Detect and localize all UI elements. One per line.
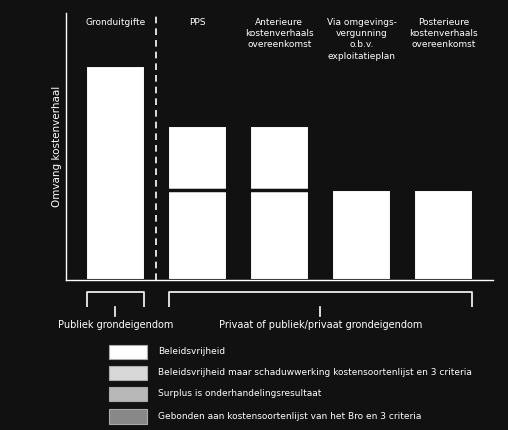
Text: Gronduitgifte: Gronduitgifte [85, 18, 145, 27]
Bar [109, 387, 147, 401]
Text: Surplus is onderhandelingsresultaat: Surplus is onderhandelingsresultaat [158, 390, 321, 398]
Bar [168, 190, 227, 280]
Bar [332, 190, 391, 280]
Text: PPS: PPS [189, 18, 206, 27]
Bar [109, 344, 147, 359]
Text: Posterieure
kostenverhaals
overeenkomst: Posterieure kostenverhaals overeenkomst [409, 18, 478, 49]
Bar [250, 190, 309, 280]
Bar [109, 366, 147, 380]
Text: Via omgevings-
vergunning
o.b.v.
exploitatieplan: Via omgevings- vergunning o.b.v. exploit… [327, 18, 396, 61]
Text: Gebonden aan kostensoortenlijst van het Bro en 3 criteria: Gebonden aan kostensoortenlijst van het … [158, 412, 421, 421]
Bar [109, 409, 147, 424]
Y-axis label: Omvang kostenverhaal: Omvang kostenverhaal [52, 86, 62, 207]
Text: Publiek grondeigendom: Publiek grondeigendom [57, 320, 173, 330]
Bar [86, 66, 145, 280]
Bar [250, 126, 309, 190]
Bar [168, 126, 227, 190]
Text: Anterieure
kostenverhaals
overeenkomst: Anterieure kostenverhaals overeenkomst [245, 18, 314, 49]
Text: Beleidsvrijheid maar schaduwwerking kostensoortenlijst en 3 criteria: Beleidsvrijheid maar schaduwwerking kost… [158, 369, 471, 377]
Text: Privaat of publiek/privaat grondeigendom: Privaat of publiek/privaat grondeigendom [219, 320, 422, 330]
Bar [414, 190, 473, 280]
Text: Beleidsvrijheid: Beleidsvrijheid [158, 347, 225, 356]
